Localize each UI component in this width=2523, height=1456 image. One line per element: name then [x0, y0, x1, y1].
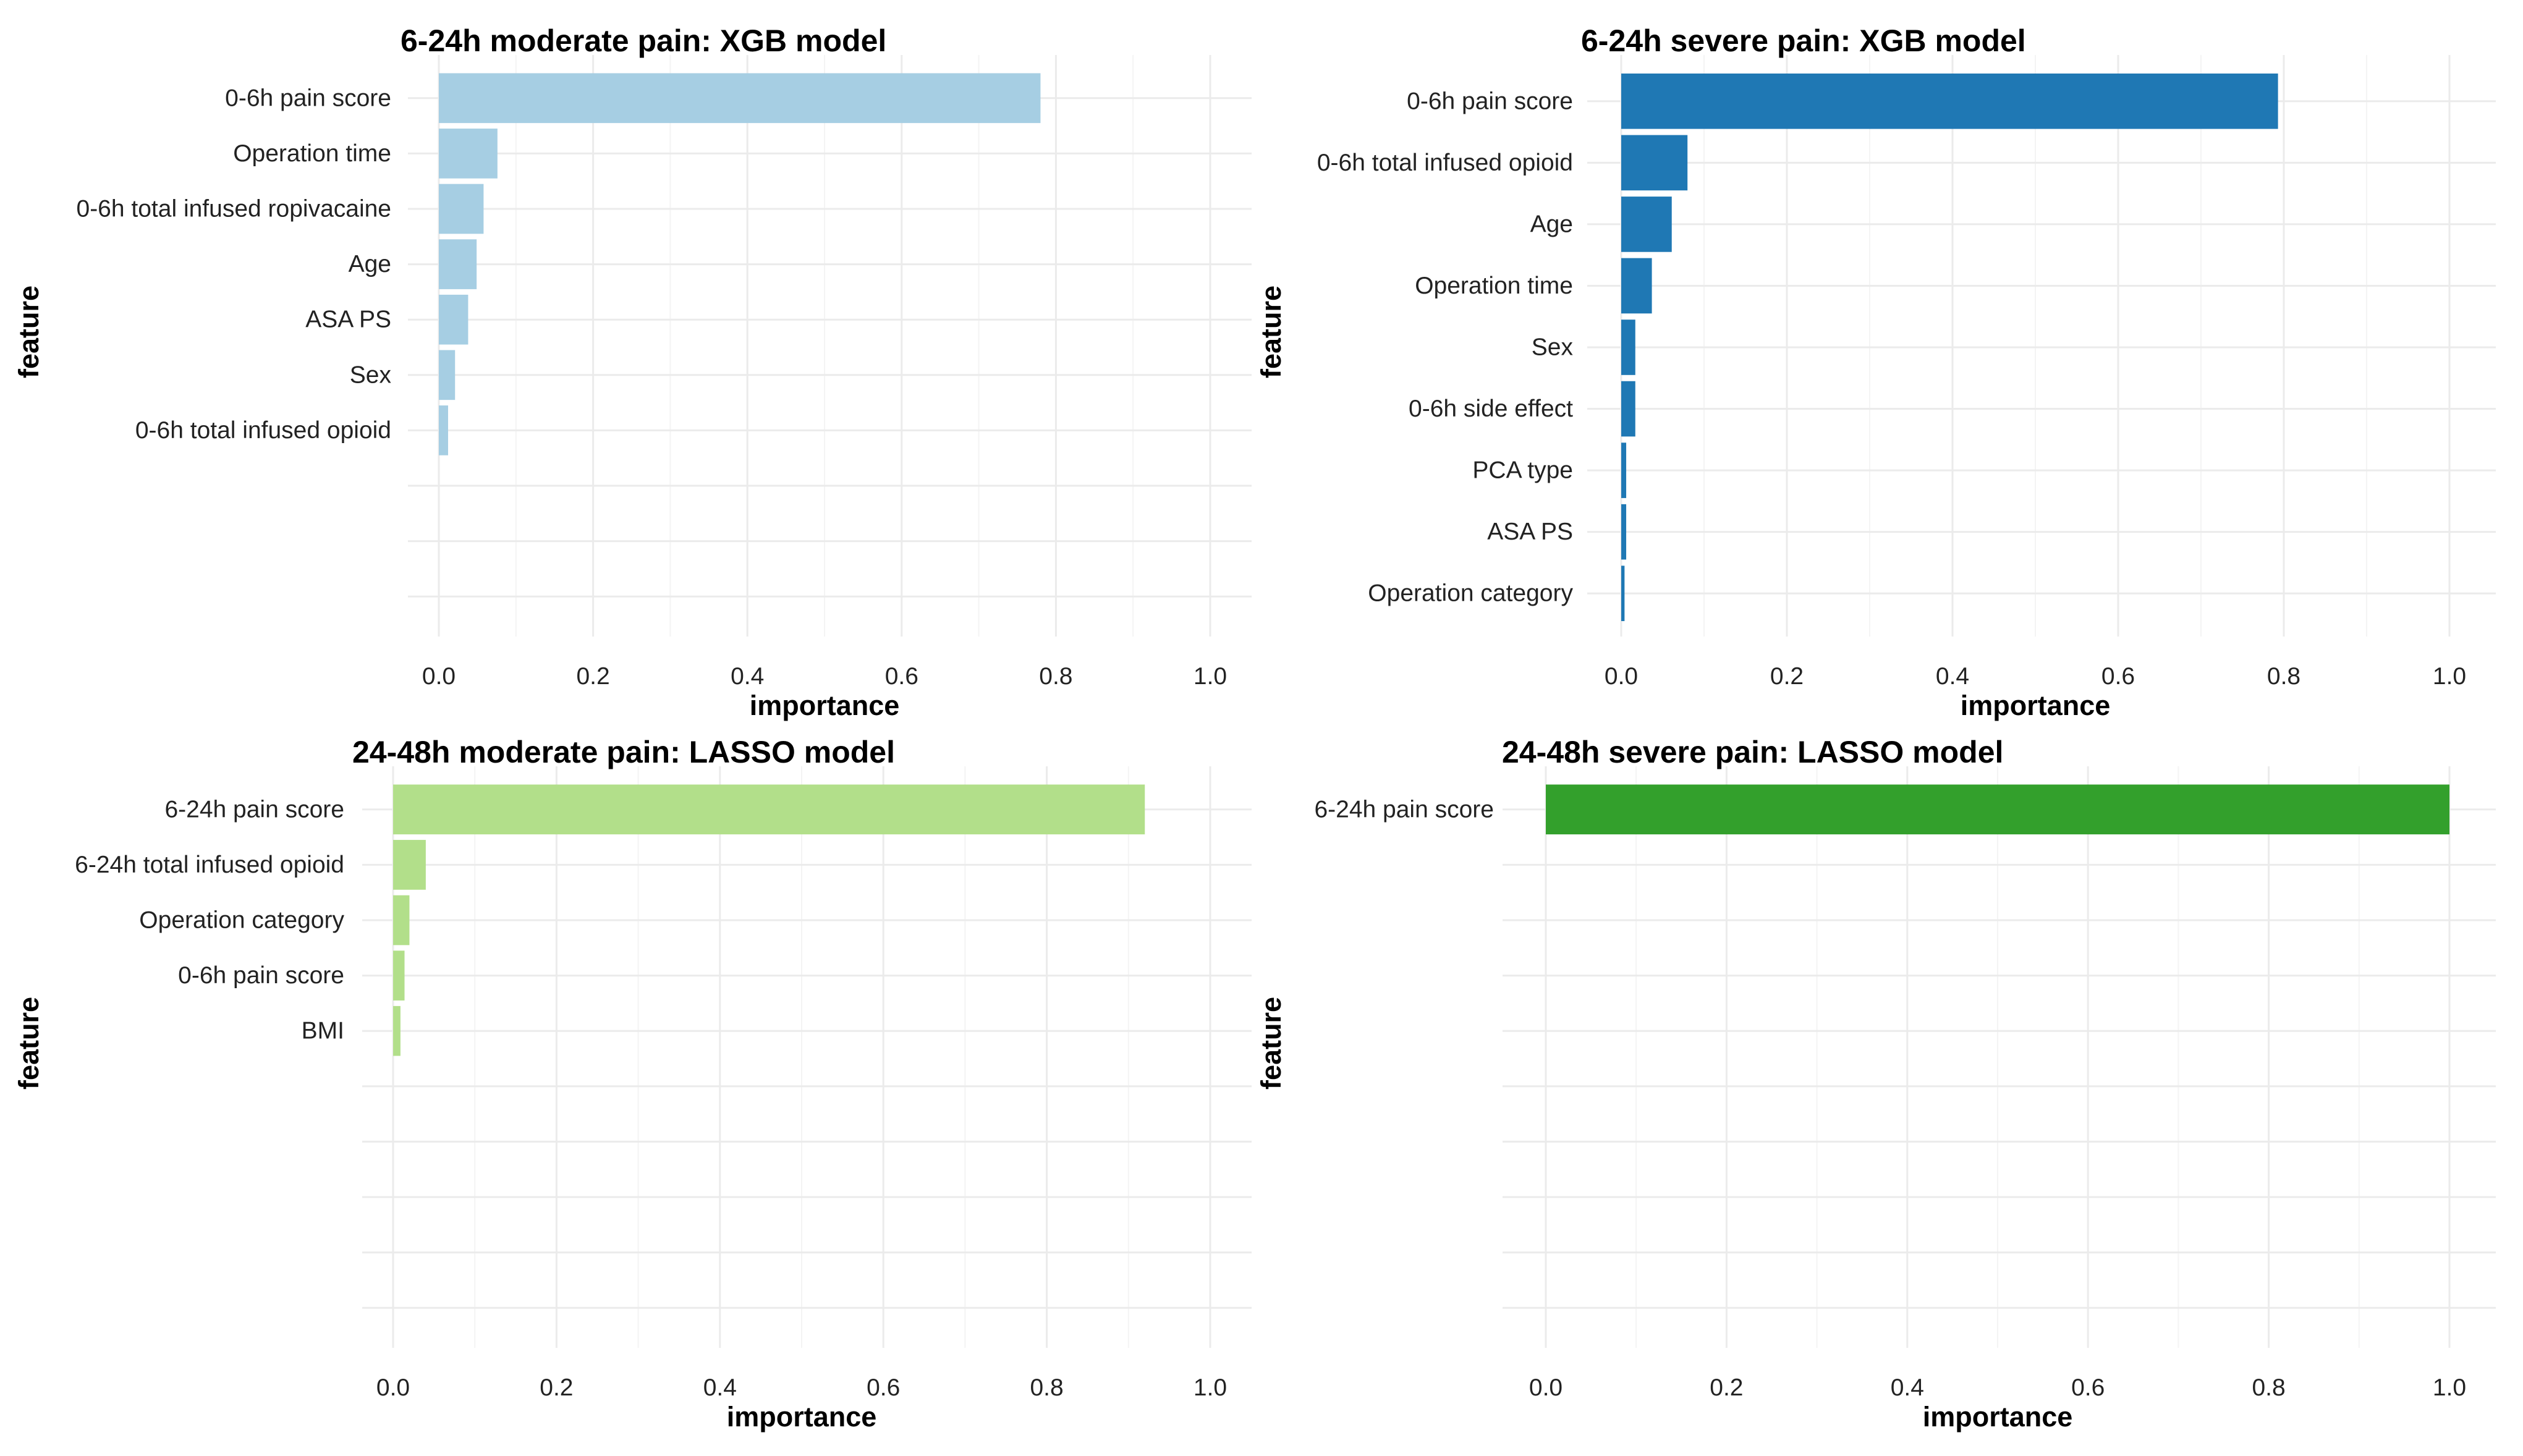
chart-title: 6-24h moderate pain: XGB model [401, 23, 886, 58]
category-label: 0-6h pain score [178, 962, 344, 989]
chart-panel-1: 0-6h pain score Operation time 0-6h total … [13, 23, 1252, 721]
x-tick-label: 0.4 [1891, 1374, 1924, 1401]
x-tick-label: 0.4 [731, 663, 764, 690]
bar-sex [439, 350, 456, 400]
x-axis-title: importance [1923, 1401, 2073, 1433]
bar-0-6h-side-effect [1621, 381, 1635, 437]
category-label: ASA PS [1487, 518, 1573, 545]
bar-pca-type [1621, 442, 1627, 498]
gridlines [1587, 55, 2496, 637]
y-axis-title: feature [1255, 286, 1287, 378]
bar-asa-ps [439, 294, 469, 345]
bar-6-24h-total-infused-opioid [393, 840, 426, 890]
gridlines [362, 766, 1252, 1348]
category-label: Age [349, 251, 391, 277]
category-label: Sex [1532, 334, 1574, 361]
y-axis-title: feature [13, 997, 45, 1090]
category-label: 0-6h pain score [225, 85, 391, 111]
x-tick-label: 0.2 [1710, 1374, 1743, 1401]
x-tick-label: 0.6 [2071, 1374, 2105, 1401]
bar-0-6h-pain-score [393, 950, 405, 1001]
category-label: 0-6h total infused ropivacaine [77, 196, 392, 222]
bar-0-6h-total-infused-opioid [439, 405, 448, 455]
bar-0-6h-total-infused-opioid [1621, 135, 1688, 191]
x-tick-label: 0.0 [376, 1374, 410, 1401]
chart-title: 24-48h severe pain: LASSO model [1502, 735, 2003, 769]
x-tick-label: 0.2 [1770, 663, 1804, 690]
x-tick-label: 1.0 [1194, 663, 1227, 690]
bar-age [1621, 197, 1672, 252]
category-label: Operation time [233, 140, 391, 167]
bar-bmi [393, 1005, 401, 1056]
bar-6-24h-pain-score [1546, 784, 2449, 835]
gridlines [1503, 766, 2496, 1348]
x-tick-label: 0.0 [1529, 1374, 1563, 1401]
bar-0-6h-pain-score [1621, 73, 2278, 129]
x-tick-label: 1.0 [2433, 663, 2466, 690]
x-tick-label: 0.8 [2252, 1374, 2285, 1401]
category-label: 0-6h total infused opioid [1317, 150, 1573, 176]
x-tick-label: 0.8 [1030, 1374, 1063, 1401]
x-tick-label: 0.4 [703, 1374, 737, 1401]
bar-0-6h-total-infused-ropivacaine [439, 184, 484, 234]
y-axis-title: feature [13, 286, 45, 378]
x-tick-label: 0.6 [885, 663, 918, 690]
category-label: 6-24h pain score [1314, 796, 1494, 823]
category-label: 0-6h pain score [1407, 88, 1573, 114]
x-tick-label: 0.8 [2267, 663, 2300, 690]
category-label: Sex [350, 362, 392, 388]
chart-title: 6-24h severe pain: XGB model [1581, 23, 2026, 58]
category-label: Age [1530, 211, 1573, 237]
category-label: 6-24h pain score [164, 796, 344, 823]
x-tick-label: 0.2 [540, 1374, 573, 1401]
chart-panel-4: 6-24h pain score 0.0 0.2 0.4 0.6 0.8 1.0 import… [1255, 735, 2496, 1433]
bar-operation-time [1621, 258, 1652, 314]
x-tick-label: 0.6 [867, 1374, 900, 1401]
chart-panel-2: 0-6h pain score 0-6h total infused opioid… [1255, 23, 2496, 721]
x-tick-label: 1.0 [1194, 1374, 1227, 1401]
category-label: Operation category [139, 907, 344, 934]
x-tick-label: 0.2 [576, 663, 609, 690]
category-label: ASA PS [305, 307, 391, 333]
chart-panel-3: 6-24h pain score 6-24h total infused opio… [13, 735, 1252, 1433]
x-tick-label: 0.8 [1039, 663, 1072, 690]
y-axis-title: feature [1255, 997, 1287, 1090]
category-label: 6-24h total infused opioid [75, 852, 344, 878]
category-label: PCA type [1472, 457, 1573, 484]
gridlines [408, 55, 1252, 637]
x-tick-label: 1.0 [2433, 1374, 2466, 1401]
x-axis-title: importance [750, 690, 900, 721]
bar-operation-category [1621, 565, 1625, 622]
bar-asa-ps [1621, 504, 1627, 560]
category-label: 0-6h side effect [1409, 396, 1573, 422]
bar-6-24h-pain-score [393, 784, 1145, 835]
bar-0-6h-pain-score [439, 73, 1041, 124]
x-tick-label: 0.6 [2101, 663, 2135, 690]
category-label: Operation category [1368, 580, 1573, 607]
chart-title: 24-48h moderate pain: LASSO model [352, 735, 895, 769]
bar-age [439, 239, 477, 289]
x-axis-title: importance [727, 1401, 877, 1433]
bar-operation-category [393, 895, 410, 946]
category-label: 0-6h total infused opioid [135, 417, 391, 444]
x-tick-label: 0.0 [1605, 663, 1638, 690]
x-tick-label: 0.0 [422, 663, 456, 690]
bar-sex [1621, 320, 1635, 375]
category-label: Operation time [1415, 273, 1573, 299]
x-tick-label: 0.4 [1936, 663, 1969, 690]
category-label: BMI [302, 1018, 344, 1044]
bar-operation-time [439, 129, 498, 179]
x-axis-title: importance [1961, 690, 2111, 721]
